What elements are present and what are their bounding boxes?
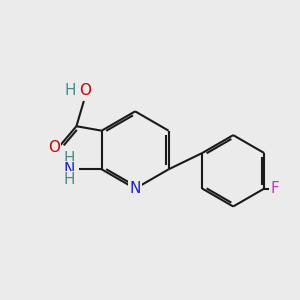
Text: F: F (270, 181, 279, 196)
Text: O: O (48, 140, 60, 154)
Text: O: O (79, 83, 91, 98)
Text: H: H (65, 83, 76, 98)
Text: N: N (130, 181, 141, 196)
Text: H: H (63, 152, 75, 166)
Text: H: H (63, 172, 75, 187)
Text: N: N (63, 162, 75, 177)
